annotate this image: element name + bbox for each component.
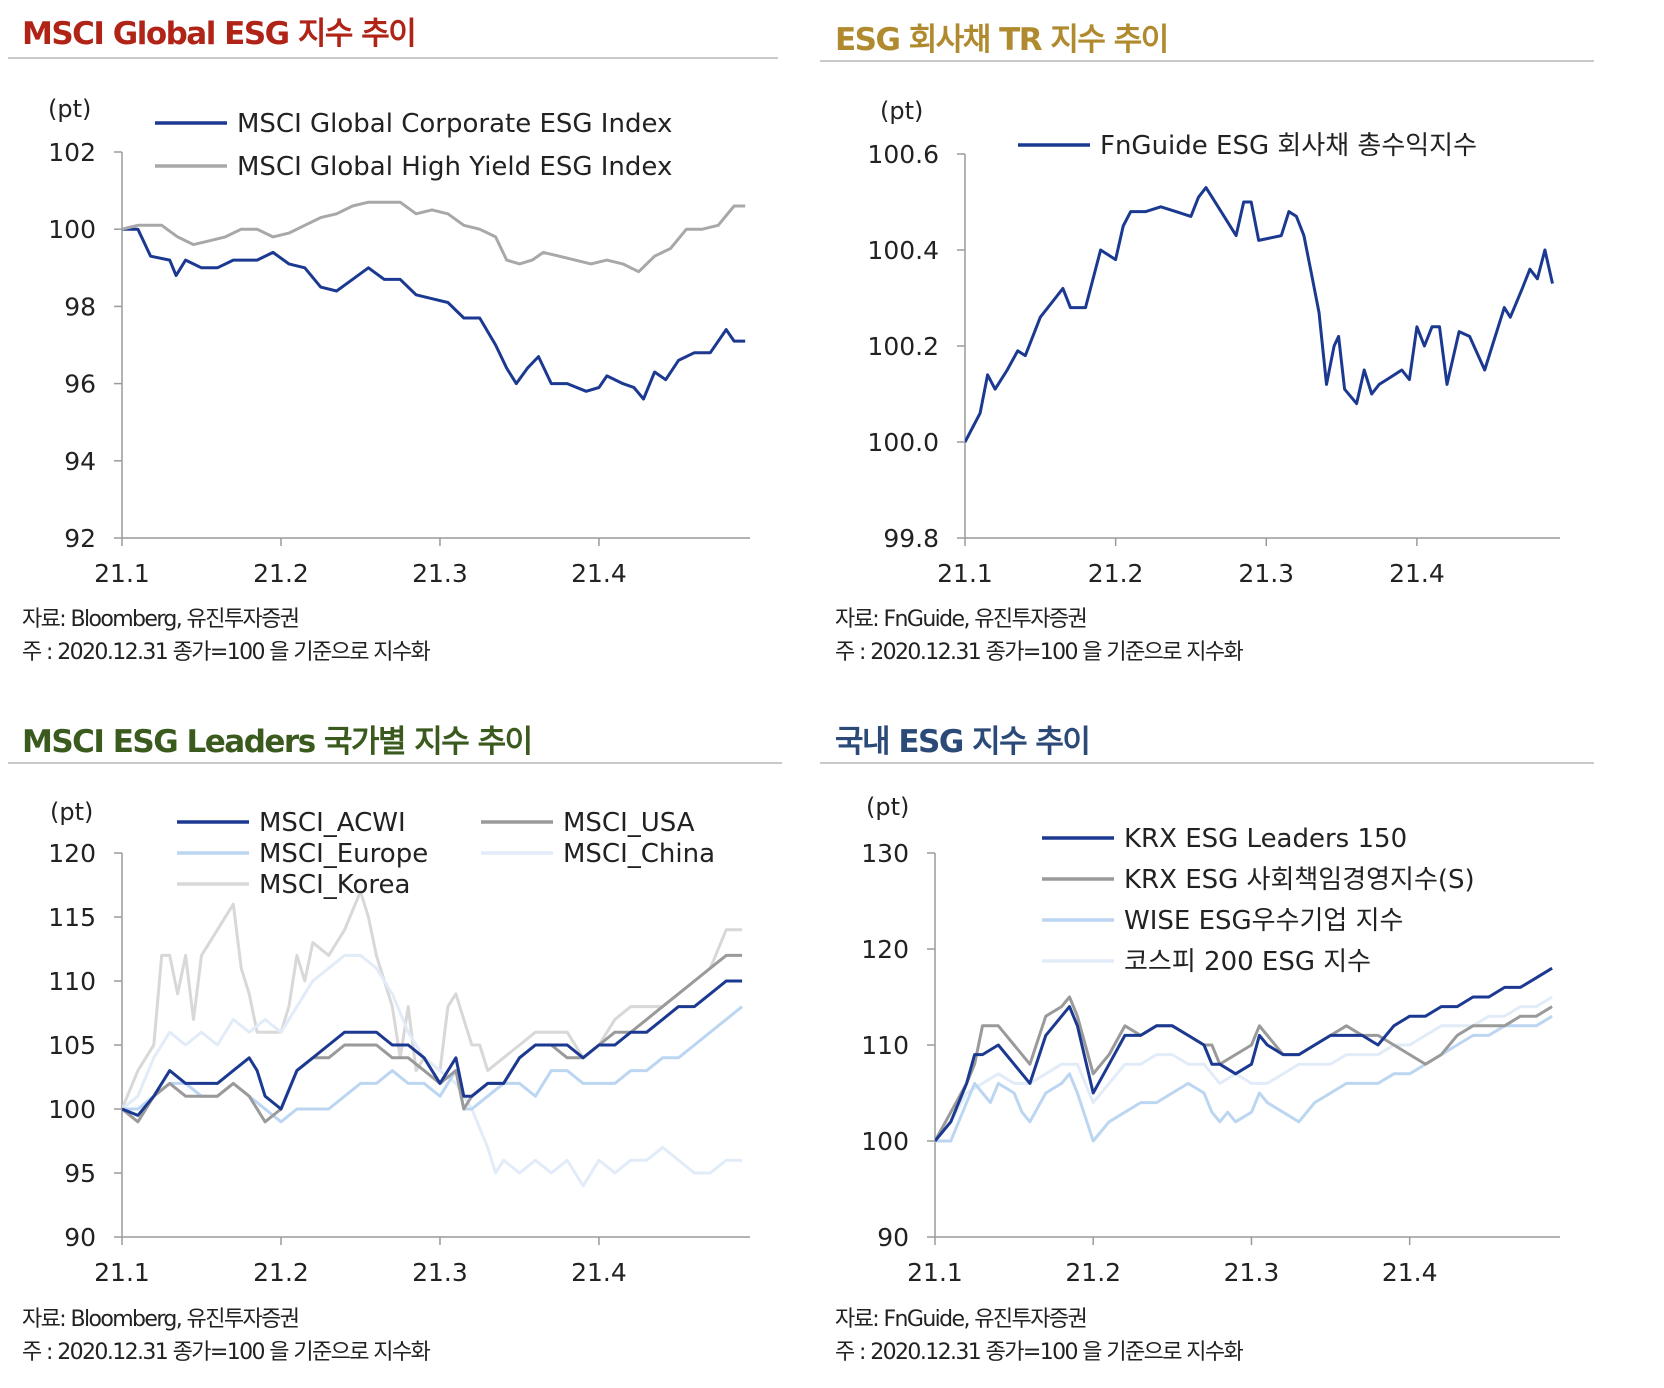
y-tick-label: 99.8 (883, 524, 939, 553)
y-tick-label: 98 (64, 292, 96, 321)
x-tick-label: 21.2 (1088, 559, 1144, 588)
y-tick-label: 100 (861, 1127, 909, 1156)
y-tick-label: 110 (48, 967, 96, 996)
x-tick-label: 21.1 (94, 559, 150, 588)
series-line (935, 966, 1553, 1142)
legend-label: 코스피 200 ESG 지수 (1124, 947, 1371, 977)
source-note-3: 자료: Bloomberg, 유진투자증권 주 : 2020.12.31 종가=… (22, 1303, 431, 1369)
title-rule-3 (8, 762, 782, 764)
panel-title-3: MSCI ESG Leaders 국가별 지수 추이 (22, 724, 533, 760)
x-tick-label: 21.2 (253, 1258, 309, 1287)
y-tick-label: 96 (64, 370, 96, 399)
x-tick-label: 21.4 (571, 1258, 627, 1287)
note-3: 주 : 2020.12.31 종가=100 을 기준으로 지수화 (22, 1340, 431, 1365)
y-axis-unit: (pt) (48, 95, 91, 123)
x-tick-label: 21.3 (1238, 559, 1294, 588)
x-tick-label: 21.1 (907, 1258, 963, 1287)
legend-label: KRX ESG Leaders 150 (1124, 824, 1407, 854)
y-axis-unit: (pt) (866, 793, 909, 821)
legend-label: MSCI Global High Yield ESG Index (237, 152, 672, 182)
x-tick-label: 21.4 (1389, 559, 1445, 588)
series-line (122, 953, 743, 1188)
y-tick-label: 105 (48, 1031, 96, 1060)
y-tick-label: 110 (861, 1031, 909, 1060)
legend-label: KRX ESG 사회책임경영지수(S) (1124, 865, 1475, 895)
title-rule-1 (8, 57, 778, 59)
y-tick-label: 100.0 (867, 428, 939, 457)
y-tick-label: 94 (64, 447, 96, 476)
title-rule-2 (820, 60, 1594, 62)
series-line (122, 979, 743, 1117)
x-tick-label: 21.2 (1065, 1258, 1121, 1287)
y-tick-label: 90 (64, 1223, 96, 1252)
source-2: 자료: FnGuide, 유진투자증권 (835, 607, 1088, 632)
legend-label: MSCI_China (563, 839, 715, 869)
source-note-4: 자료: FnGuide, 유진투자증권 주 : 2020.12.31 종가=10… (835, 1303, 1244, 1369)
y-tick-label: 100.6 (867, 140, 939, 169)
y-tick-label: 100 (48, 215, 96, 244)
legend-label: MSCI_ACWI (259, 808, 406, 838)
source-note-1: 자료: Bloomberg, 유진투자증권 주 : 2020.12.31 종가=… (22, 603, 431, 669)
y-axis-unit: (pt) (50, 798, 93, 826)
title-rule-4 (820, 762, 1594, 764)
y-tick-label: 100 (48, 1095, 96, 1124)
y-tick-label: 120 (861, 935, 909, 964)
note-2: 주 : 2020.12.31 종가=100 을 기준으로 지수화 (835, 640, 1244, 665)
series-line (965, 186, 1554, 443)
series-line (935, 995, 1553, 1142)
x-tick-label: 21.3 (412, 559, 468, 588)
note-4: 주 : 2020.12.31 종가=100 을 기준으로 지수화 (835, 1340, 1244, 1365)
legend-label: MSCI_USA (563, 808, 695, 838)
x-tick-label: 21.3 (412, 1258, 468, 1287)
x-tick-label: 21.4 (1382, 1258, 1438, 1287)
y-tick-label: 100.2 (867, 332, 939, 361)
series-line (122, 200, 746, 274)
y-tick-label: 102 (48, 138, 96, 167)
series-line (935, 995, 1553, 1142)
legend-label: WISE ESG우수기업 지수 (1124, 906, 1403, 936)
panel-title-4: 국내 ESG 지수 추이 (835, 724, 1091, 760)
y-tick-label: 100.4 (867, 236, 939, 265)
y-tick-label: 120 (48, 839, 96, 868)
source-4: 자료: FnGuide, 유진투자증권 (835, 1307, 1088, 1332)
x-tick-label: 21.1 (937, 559, 993, 588)
y-tick-label: 90 (877, 1223, 909, 1252)
legend-label: FnGuide ESG 회사채 총수익지수 (1100, 131, 1477, 161)
source-3: 자료: Bloomberg, 유진투자증권 (22, 1307, 300, 1332)
legend-label: MSCI_Korea (259, 870, 410, 900)
x-tick-label: 21.3 (1224, 1258, 1280, 1287)
y-tick-label: 92 (64, 524, 96, 553)
x-tick-label: 21.4 (571, 559, 627, 588)
y-tick-label: 95 (64, 1159, 96, 1188)
panel-title-1: MSCI Global ESG 지수 추이 (22, 16, 417, 52)
source-note-2: 자료: FnGuide, 유진투자증권 주 : 2020.12.31 종가=10… (835, 603, 1244, 669)
y-tick-label: 130 (861, 839, 909, 868)
legend-label: MSCI_Europe (259, 839, 428, 869)
y-axis-unit: (pt) (880, 97, 923, 125)
source-1: 자료: Bloomberg, 유진투자증권 (22, 607, 300, 632)
x-tick-label: 21.2 (253, 559, 309, 588)
legend-label: MSCI Global Corporate ESG Index (237, 109, 672, 139)
x-tick-label: 21.1 (94, 1258, 150, 1287)
series-line (122, 227, 746, 401)
panel-title-2: ESG 회사채 TR 지수 추이 (835, 22, 1169, 58)
note-1: 주 : 2020.12.31 종가=100 을 기준으로 지수화 (22, 640, 431, 665)
y-tick-label: 115 (48, 903, 96, 932)
